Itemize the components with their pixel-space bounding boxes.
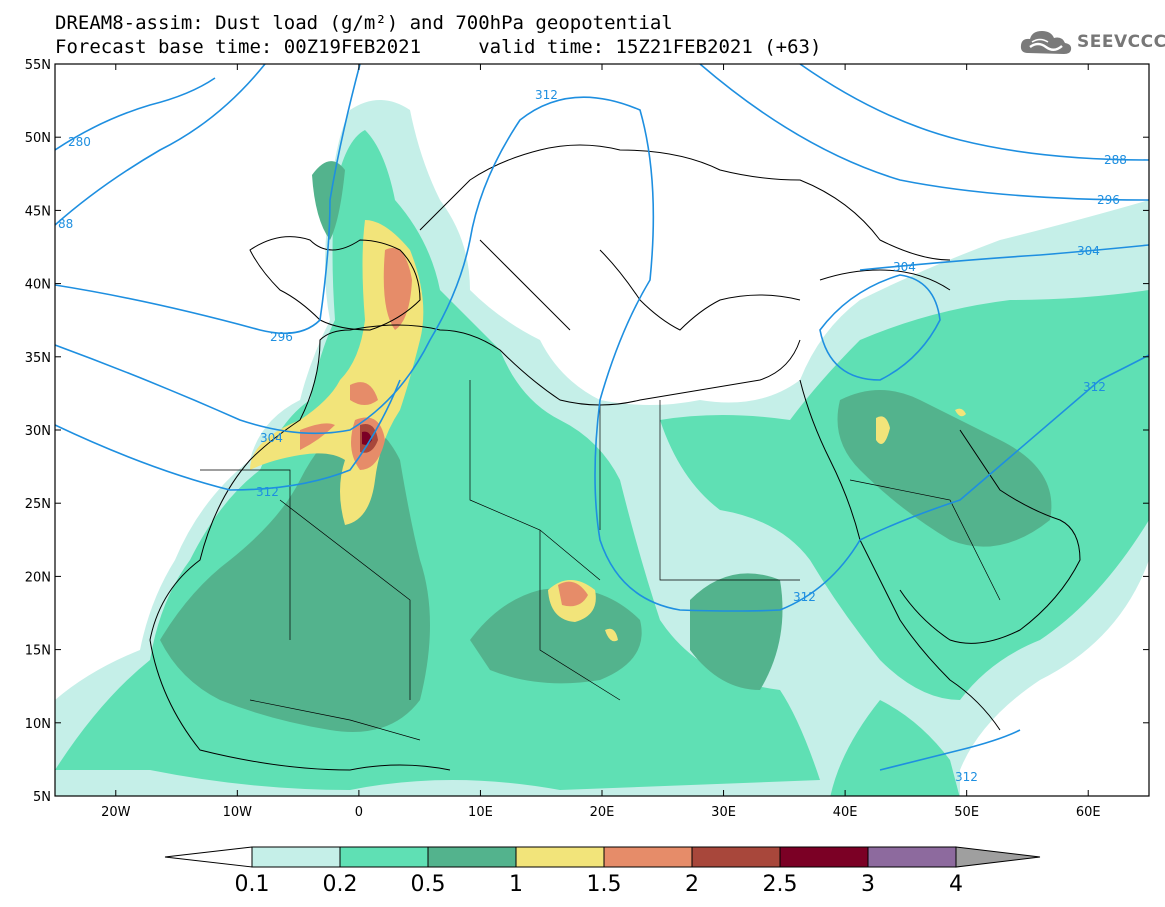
colorbar-swatch: [603, 846, 693, 868]
lat-tick-label: 30N: [25, 424, 51, 439]
contour-label: 312: [535, 88, 558, 102]
colorbar-tick-label: 4: [949, 872, 963, 897]
borders: [200, 380, 1001, 741]
lon-axis: 20W 10W 0 10E 20E 30E 40E 50E 60E: [101, 64, 1101, 820]
lon-tick-label: 30E: [711, 805, 736, 820]
colorbar-tick-label: 1: [509, 872, 523, 897]
colorbar-tick-label: 0.5: [411, 872, 446, 897]
dust-map: 280 88 312 288 296 304 304 296 304 312 3…: [25, 58, 1150, 820]
dust-shading: [55, 100, 1149, 796]
colorbar-swatch: [427, 846, 517, 868]
colorbar-tick-label: 2: [685, 872, 699, 897]
lon-tick-label: 20W: [101, 805, 131, 820]
colorbar-tick-label: 2.5: [763, 872, 798, 897]
colorbar-tick-label: 3: [861, 872, 875, 897]
contour-label: 312: [955, 770, 978, 784]
contour-label: 312: [256, 485, 279, 499]
lat-tick-label: 15N: [25, 644, 51, 659]
contour-label: 280: [68, 135, 91, 149]
colorbar-tick-label: 0.2: [323, 872, 358, 897]
contour-label: 312: [1083, 380, 1106, 394]
lon-tick-label: 40E: [833, 805, 858, 820]
colorbar-swatch: [515, 846, 605, 868]
lon-tick-label: 20E: [590, 805, 615, 820]
contour-labels: 280 88 312 288 296 304 304 296 304 312 3…: [58, 88, 1127, 784]
colorbar-swatch: [251, 846, 341, 868]
colorbar: 0.1 0.2 0.5 1 1.5 2 2.5 3 4: [164, 846, 1041, 897]
lat-tick-label: 45N: [25, 204, 51, 219]
contour-label: 296: [1097, 193, 1120, 207]
contour-label: 288: [1104, 153, 1127, 167]
map-subtitle: Forecast base time: 00Z19FEB2021 valid t…: [55, 36, 822, 58]
contour-label: 304: [1077, 244, 1100, 258]
contour-label: 304: [893, 260, 916, 274]
lat-tick-label: 5N: [33, 790, 51, 805]
lat-tick-label: 40N: [25, 278, 51, 293]
lat-axis: 55N 50N 45N 40N 35N 30N 25N 20N 15N 10N 5N: [25, 58, 1149, 805]
lon-tick-label: 10E: [468, 805, 493, 820]
lon-tick-label: 10W: [223, 805, 253, 820]
lat-tick-label: 55N: [25, 58, 51, 73]
map-title: DREAM8-assim: Dust load (g/m²) and 700hP…: [55, 12, 673, 34]
colorbar-swatch: [867, 846, 957, 868]
colorbar-swatch: [691, 846, 781, 868]
brand-name: SEEVCCC: [1077, 32, 1165, 52]
cloud-logo-icon: [1020, 31, 1072, 54]
colorbar-swatch: [779, 846, 869, 868]
lon-tick-label: 60E: [1076, 805, 1101, 820]
geopotential-contours: [55, 64, 1149, 771]
colorbar-tick-label: 0.1: [235, 872, 270, 897]
contour-label: 88: [58, 217, 73, 231]
contour-label: 312: [793, 590, 816, 604]
contour-label: 304: [260, 431, 283, 445]
lat-tick-label: 25N: [25, 497, 51, 512]
brand-logo: SEEVCCC: [1018, 27, 1165, 57]
contour-label: 296: [270, 330, 293, 344]
lon-tick-label: 50E: [954, 805, 979, 820]
colorbar-swatch: [339, 846, 429, 868]
lat-tick-label: 35N: [25, 351, 51, 366]
colorbar-tick-label: 1.5: [587, 872, 622, 897]
lat-tick-label: 10N: [25, 717, 51, 732]
colorbar-under-arrow: [164, 846, 253, 868]
lat-tick-label: 50N: [25, 131, 51, 146]
coastlines: [149, 144, 1081, 771]
lon-tick-label: 0: [355, 805, 363, 820]
lat-tick-label: 20N: [25, 570, 51, 585]
colorbar-over-arrow: [955, 846, 1041, 868]
